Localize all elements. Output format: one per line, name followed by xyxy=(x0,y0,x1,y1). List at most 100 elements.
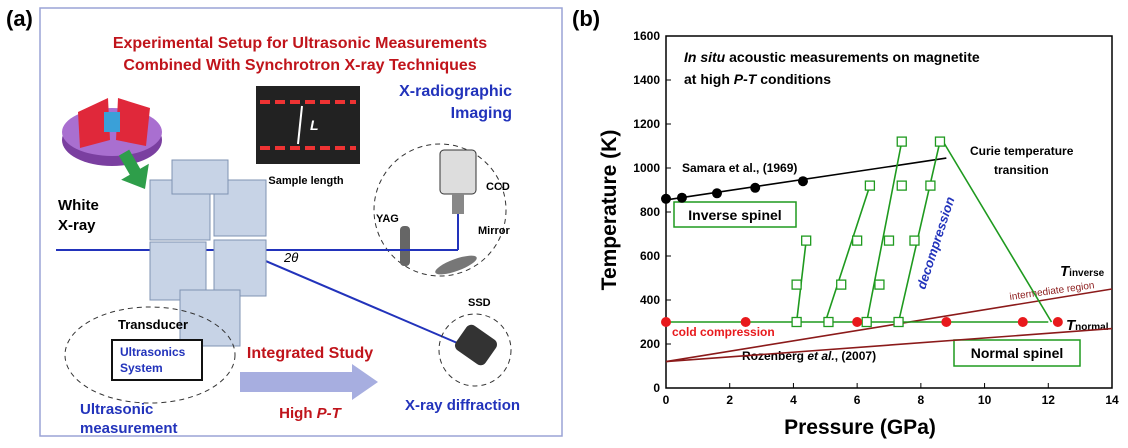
annotation-part: conditions xyxy=(756,71,831,87)
ccd-lens xyxy=(452,194,464,214)
high-pt-text: P-T xyxy=(317,405,343,422)
x-tick-label: 14 xyxy=(1105,393,1119,407)
annotation: at high P-T conditions xyxy=(684,71,831,87)
ssd-label: SSD xyxy=(468,297,491,309)
data-point xyxy=(661,317,671,327)
panel-b: (b) Pressure (GPa) Temperature (K) In si… xyxy=(572,6,1109,439)
ccd xyxy=(439,149,477,195)
imaging-circle xyxy=(373,143,507,277)
ssd xyxy=(455,324,497,366)
annotation-part: normal xyxy=(1075,322,1109,333)
ultrasonics-box xyxy=(111,339,203,381)
y-tick-label: 400 xyxy=(640,293,660,307)
angle-label: 2θ xyxy=(283,250,298,265)
x-tick-label: 2 xyxy=(726,393,733,407)
integrated-label: Integrated Study xyxy=(247,345,373,362)
x-tick-label: 0 xyxy=(663,393,670,407)
press-cubes xyxy=(149,159,267,347)
annotation: decompression xyxy=(914,195,958,291)
annotation-part: T xyxy=(1066,317,1077,334)
data-point xyxy=(864,180,876,191)
annotation: cold compression xyxy=(672,325,775,339)
mirror-label: Mirror xyxy=(478,225,511,237)
annotation-box xyxy=(953,339,1081,367)
annotation: Tnormal xyxy=(1066,317,1109,334)
annotation-part: et al. xyxy=(807,349,834,363)
beam xyxy=(239,249,463,346)
length-arrow xyxy=(297,105,303,145)
white-xray: White xyxy=(58,197,99,214)
annotation-part: inverse xyxy=(1069,268,1104,279)
title-line: Combined With Synchrotron X-ray Techniqu… xyxy=(123,57,476,74)
data-point xyxy=(896,180,907,191)
series-line xyxy=(665,288,1113,363)
series-line xyxy=(665,327,1113,363)
data-point xyxy=(750,182,761,193)
radiograph xyxy=(256,86,360,164)
yag-label: YAG xyxy=(376,213,399,225)
y-tick-label: 1600 xyxy=(633,29,660,43)
ccd-label: CCD xyxy=(486,181,510,193)
x-tick-label: 12 xyxy=(1042,393,1056,407)
data-point xyxy=(852,317,863,327)
data-point xyxy=(934,136,946,147)
data-point xyxy=(1017,317,1028,327)
data-point xyxy=(941,317,952,327)
imaging-label: X-radiographic xyxy=(399,83,512,100)
x-tick-label: 8 xyxy=(918,393,925,407)
white-xray: X-ray xyxy=(58,217,96,234)
annotation: Curie temperature xyxy=(970,144,1074,158)
y-axis-title: Temperature (K) xyxy=(598,130,621,291)
data-point xyxy=(874,279,885,290)
high-pt-text: High xyxy=(279,405,317,422)
annotation-part: In situ xyxy=(684,49,726,65)
x-tick-label: 4 xyxy=(790,393,797,407)
data-point xyxy=(851,235,863,246)
y-tick-label: 1400 xyxy=(633,73,660,87)
mirror xyxy=(435,255,477,275)
ultrasonics-label: System xyxy=(120,361,163,375)
data-point xyxy=(711,188,722,199)
annotation: Normal spinel xyxy=(971,345,1064,361)
ssd-circle xyxy=(438,313,512,387)
annotation-part: acoustic measurements on magnetite xyxy=(725,49,980,65)
data-point xyxy=(823,316,834,328)
data-point xyxy=(893,316,904,328)
transducer-label: Transducer xyxy=(118,317,188,332)
panel-frame xyxy=(39,7,563,437)
high-pt: High P-T xyxy=(279,405,343,422)
x-axis-title: Pressure (GPa) xyxy=(784,416,936,439)
data-point xyxy=(909,235,920,246)
annotation: Samara et al., (1969) xyxy=(682,161,797,175)
anvil xyxy=(78,98,110,148)
annotation: In situ acoustic measurements on magneti… xyxy=(684,49,980,65)
data-point xyxy=(661,193,671,204)
annotation: Tinverse xyxy=(1060,263,1105,280)
imaging-label: Imaging xyxy=(451,105,512,122)
sample-length: Sample length xyxy=(268,175,343,187)
y-tick-label: 1000 xyxy=(633,161,660,175)
data-point xyxy=(836,279,847,290)
ultrasonic-circle xyxy=(64,306,236,404)
diffraction-label: X-ray diffraction xyxy=(405,397,520,414)
data-point xyxy=(791,279,802,290)
arrow xyxy=(118,149,149,190)
data-point xyxy=(801,235,812,246)
annotation: transition xyxy=(994,163,1049,177)
length-symbol: L xyxy=(310,117,319,133)
data-point xyxy=(896,136,907,147)
annotation-box xyxy=(673,201,797,228)
y-tick-label: 600 xyxy=(640,249,660,263)
data-point xyxy=(791,316,802,328)
annotation-part: at high xyxy=(684,71,734,87)
yag xyxy=(400,226,410,266)
cell xyxy=(104,112,120,132)
data-point xyxy=(861,316,872,328)
y-tick-label: 0 xyxy=(653,381,660,395)
data-point xyxy=(676,192,687,203)
x-tick-label: 10 xyxy=(978,393,992,407)
y-tick-label: 200 xyxy=(640,337,660,351)
ultrasonic-label: measurement xyxy=(80,420,178,437)
x-tick-label: 6 xyxy=(854,393,861,407)
